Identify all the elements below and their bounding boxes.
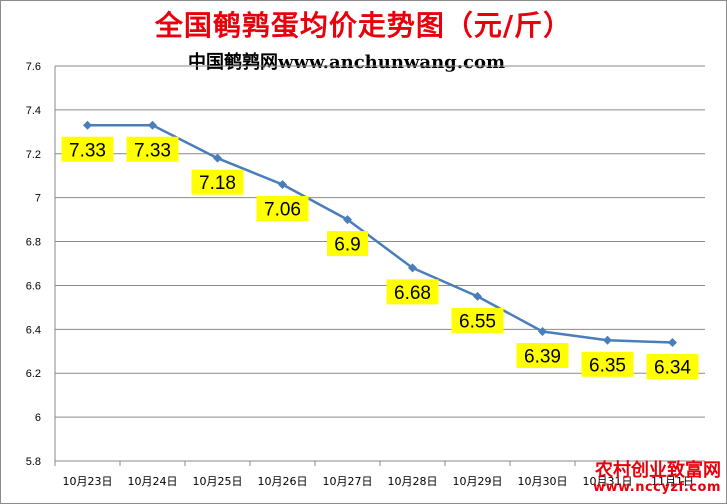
y-tick-label: 6.4	[26, 324, 41, 336]
data-label: 7.18	[199, 173, 236, 194]
x-tick-label: 10月29日	[453, 475, 503, 488]
y-tick-label: 6.6	[26, 280, 41, 292]
chart-subtitle: 中国鹌鹑网www.anchunwang.com	[188, 52, 506, 73]
data-label: 6.34	[654, 358, 691, 379]
data-label: 6.39	[524, 347, 561, 368]
data-label: 7.33	[134, 140, 171, 161]
data-label-bg	[256, 196, 309, 221]
watermark-url: www.nccyzf.com	[593, 479, 721, 495]
chart-title: 全国鹌鹑蛋均价走势图（元/斤）	[154, 9, 573, 42]
data-label: 6.68	[394, 283, 431, 304]
x-tick-label: 11月1日	[651, 475, 694, 488]
data-point	[148, 120, 157, 130]
x-tick-label: 10月31日	[583, 475, 633, 488]
x-tick-label: 10月30日	[518, 475, 568, 488]
watermark: 农村创业致富网 www.nccyzf.com	[593, 460, 721, 495]
y-tick-label: 7	[35, 193, 41, 205]
data-point	[538, 327, 547, 337]
data-point	[278, 180, 287, 189]
data-point	[213, 153, 222, 163]
watermark-site-name: 农村创业致富网	[595, 460, 721, 481]
data-point	[343, 215, 352, 225]
x-tick-label: 10月25日	[193, 475, 243, 488]
data-label-bg	[516, 343, 569, 369]
data-label-bg	[191, 169, 244, 195]
data-point	[668, 338, 677, 347]
data-label: 6.55	[459, 311, 496, 332]
y-tick-label: 6.8	[26, 237, 41, 249]
y-tick-label: 7.4	[26, 105, 41, 117]
data-label: 7.33	[69, 140, 106, 161]
data-point	[473, 291, 482, 301]
series-line	[87, 123, 673, 344]
data-label: 7.06	[264, 200, 301, 221]
y-tick-label: 7.2	[26, 149, 41, 161]
data-point	[83, 120, 92, 130]
x-tick-label: 10月27日	[323, 475, 373, 488]
data-label-bg	[581, 351, 634, 377]
data-label: 6.35	[589, 355, 626, 376]
data-label-bg	[386, 279, 439, 305]
x-tick-label: 10月28日	[388, 475, 438, 488]
y-tick-label: 5.8	[26, 456, 41, 468]
x-tick-label: 10月24日	[128, 475, 178, 488]
y-tick-label: 6.2	[26, 368, 41, 380]
y-tick-label: 7.6	[26, 61, 41, 73]
x-tick-label: 10月23日	[63, 475, 113, 488]
data-point	[408, 263, 417, 273]
y-tick-label: 6	[35, 412, 41, 424]
data-label-bg	[61, 136, 114, 162]
data-point	[603, 335, 612, 345]
data-label-bg	[327, 231, 368, 257]
data-label-bg	[126, 136, 179, 162]
data-label: 6.9	[334, 235, 360, 256]
x-tick-label: 10月26日	[258, 475, 308, 488]
data-label-bg	[646, 354, 699, 379]
data-label-bg	[451, 307, 504, 333]
